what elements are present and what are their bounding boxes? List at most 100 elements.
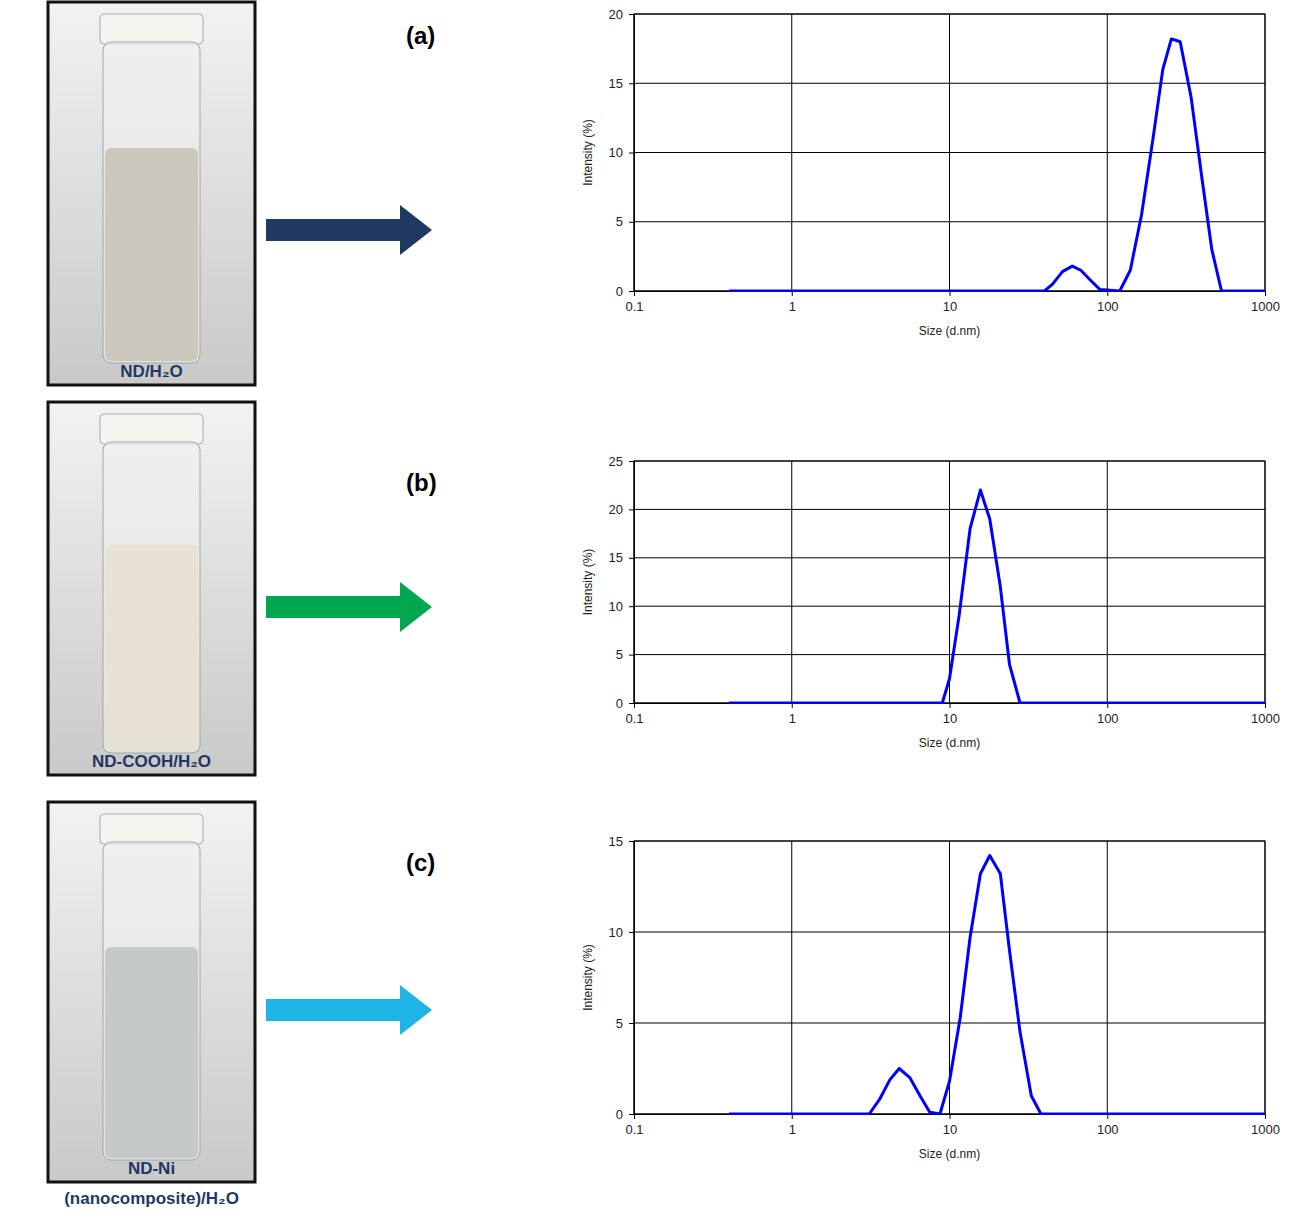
tick: 5 <box>616 1016 634 1031</box>
tick-label: 100 <box>1097 711 1119 726</box>
x-axis-title: Size (d.nm) <box>919 324 980 338</box>
tick: 10 <box>943 291 957 314</box>
tick: 5 <box>616 647 634 662</box>
tick: 10 <box>609 145 634 160</box>
vial-glass <box>103 442 200 753</box>
tick: 15 <box>609 550 634 565</box>
vial-liquid <box>105 947 198 1158</box>
tick: 10 <box>943 703 957 726</box>
tick-mark <box>629 932 634 933</box>
vial-glass <box>103 42 200 363</box>
tick: 0.1 <box>625 703 643 726</box>
y-axis-title: Intensity (%) <box>581 944 595 1011</box>
tick-label: 25 <box>609 454 623 469</box>
tick-label: 1000 <box>1251 299 1280 314</box>
panel-letter: (a) <box>406 22 435 49</box>
plot-area <box>729 856 1265 1114</box>
grid-line <box>634 606 1265 607</box>
grid-line <box>1107 461 1108 703</box>
tick-label: 0.1 <box>625 711 643 726</box>
tick-mark <box>1265 291 1266 296</box>
arrow <box>266 582 432 632</box>
tick-label: 10 <box>943 299 957 314</box>
plot-frame <box>634 461 1265 703</box>
tick: 10 <box>609 599 634 614</box>
grid-line <box>634 932 1265 933</box>
tick-mark <box>629 153 634 154</box>
photo-frame <box>48 402 255 775</box>
tick-label: 15 <box>609 834 623 849</box>
grid-line <box>634 1023 1265 1024</box>
tick-label: 0.1 <box>625 1122 643 1137</box>
tick: 1 <box>789 291 796 314</box>
plot-area <box>729 490 1265 703</box>
tick: 0 <box>616 696 634 711</box>
tick: 5 <box>616 214 634 229</box>
vial-cap <box>100 814 203 844</box>
tick: 15 <box>609 76 634 91</box>
vial-cap <box>100 14 203 44</box>
tick: 20 <box>609 7 634 22</box>
size-distribution-line <box>729 490 1265 703</box>
tick-label: 0 <box>616 284 623 299</box>
vial-photo <box>48 802 255 1182</box>
tick-label: 0 <box>616 696 623 711</box>
x-axis: 0.1 1 10 100 1000 <box>625 1114 1280 1137</box>
sample-label: ND-COOH/H₂O <box>92 752 211 771</box>
tick-mark <box>629 558 634 559</box>
tick-mark <box>629 509 634 510</box>
tick: 1 <box>789 703 796 726</box>
tick-label: 15 <box>609 550 623 565</box>
size-distribution-line <box>729 856 1265 1114</box>
tick-label: 1000 <box>1251 711 1280 726</box>
tick-label: 10 <box>943 711 957 726</box>
tick-mark <box>950 703 951 708</box>
grid <box>634 461 1265 703</box>
panel: ND-Ni(nanocomposite)/H₂O(c)0.11101001000… <box>48 802 1280 1208</box>
tick: 20 <box>609 502 634 517</box>
grid-line <box>791 461 792 703</box>
tick-label: 0 <box>616 1107 623 1122</box>
tick-mark <box>629 1114 634 1115</box>
tick-mark <box>629 222 634 223</box>
axis-line <box>635 1115 1266 1120</box>
y-axis-title: Intensity (%) <box>581 119 595 186</box>
tick: 0 <box>616 284 634 299</box>
tick: 1000 <box>1251 1114 1280 1137</box>
vial-photo <box>48 2 255 385</box>
tick: 25 <box>609 454 634 469</box>
x-axis: 0.11101001000 <box>625 291 1280 314</box>
x-axis: 0.1 1 10 100 1000 <box>625 703 1280 726</box>
tick-label: 5 <box>616 1016 623 1031</box>
grid-line <box>791 841 792 1114</box>
y-axis-title: Intensity (%) <box>581 549 595 616</box>
tick-mark <box>629 606 634 607</box>
tick-label: 1 <box>789 711 796 726</box>
figure: ND/H₂O(a)0.1110100100005101520Size (d.nm… <box>0 0 1289 1221</box>
tick-mark <box>629 841 634 842</box>
tick: 15 <box>609 834 634 849</box>
grid-line <box>634 557 1265 558</box>
tick-label: 20 <box>609 502 623 517</box>
size-distribution-line <box>729 39 1265 291</box>
tick-label: 5 <box>616 214 623 229</box>
tick-mark <box>1265 703 1266 708</box>
plot-area <box>729 39 1265 291</box>
panel-letter: (c) <box>406 849 435 876</box>
plot-frame <box>634 841 1265 1114</box>
tick-mark <box>629 83 634 84</box>
grid <box>634 14 1265 291</box>
tick: 0 <box>616 1107 634 1122</box>
x-axis-title: Size (d.nm) <box>919 736 980 750</box>
tick: 10 <box>609 925 634 940</box>
tick: 100 <box>1097 703 1119 726</box>
grid <box>634 841 1265 1114</box>
vial-photo <box>48 402 255 775</box>
tick-label: 10 <box>609 599 623 614</box>
axis-line <box>635 704 1266 709</box>
sample-label: ND-Ni(nanocomposite)/H₂O <box>64 1159 239 1208</box>
tick: 1 <box>789 1114 796 1137</box>
tick-label: 100 <box>1097 1122 1119 1137</box>
panel: ND/H₂O(a)0.1110100100005101520Size (d.nm… <box>48 2 1280 385</box>
tick-label: 10 <box>943 1122 957 1137</box>
